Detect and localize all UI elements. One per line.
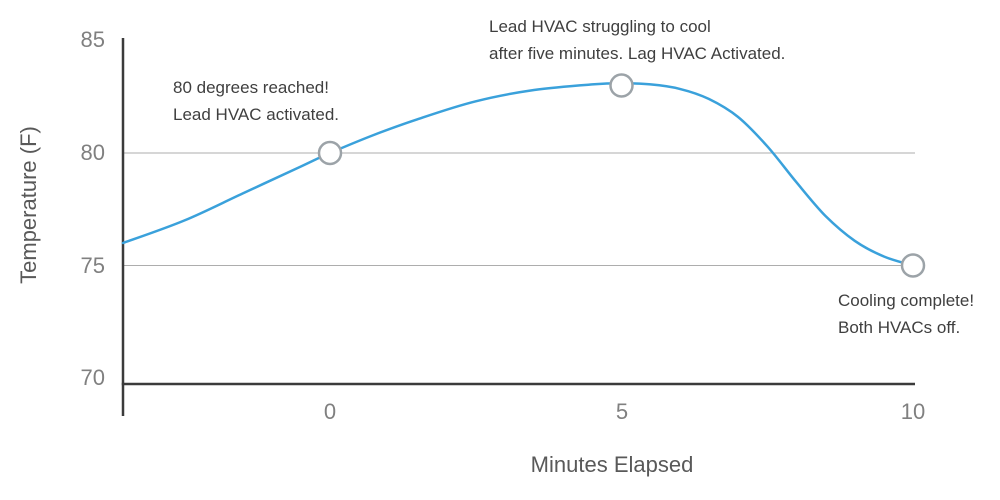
annotation-line: Cooling complete! bbox=[838, 291, 975, 310]
x-tick-label-0: 0 bbox=[323, 399, 337, 424]
y-tick-label-75: 75 bbox=[80, 253, 105, 278]
annotation-line: after five minutes. Lag HVAC Activated. bbox=[489, 44, 786, 63]
y-tick-label-85: 85 bbox=[80, 27, 105, 52]
annotation-line: Lead HVAC struggling to cool bbox=[489, 17, 711, 36]
y-axis-title: Temperature (F) bbox=[16, 126, 41, 284]
data-point-marker bbox=[609, 73, 634, 98]
annotation-lag-hvac-activated: Lead HVAC struggling to cool after five … bbox=[489, 13, 785, 67]
data-point-marker bbox=[317, 140, 343, 166]
annotation-line: Lead HVAC activated. bbox=[173, 105, 339, 124]
annotation-lead-hvac-activated: 80 degrees reached! Lead HVAC activated. bbox=[173, 74, 339, 128]
data-point-marker bbox=[900, 253, 926, 278]
annotation-cooling-complete: Cooling complete! Both HVACs off. bbox=[838, 287, 974, 341]
y-tick-label-70: 70 bbox=[80, 365, 105, 390]
x-tick-label-10: 10 bbox=[900, 399, 926, 424]
x-tick-label-5: 5 bbox=[615, 399, 629, 424]
annotation-line: 80 degrees reached! bbox=[173, 78, 329, 97]
annotation-line: Both HVACs off. bbox=[838, 318, 961, 337]
y-tick-label-80: 80 bbox=[80, 140, 105, 165]
x-axis-title: Minutes Elapsed bbox=[530, 452, 694, 477]
